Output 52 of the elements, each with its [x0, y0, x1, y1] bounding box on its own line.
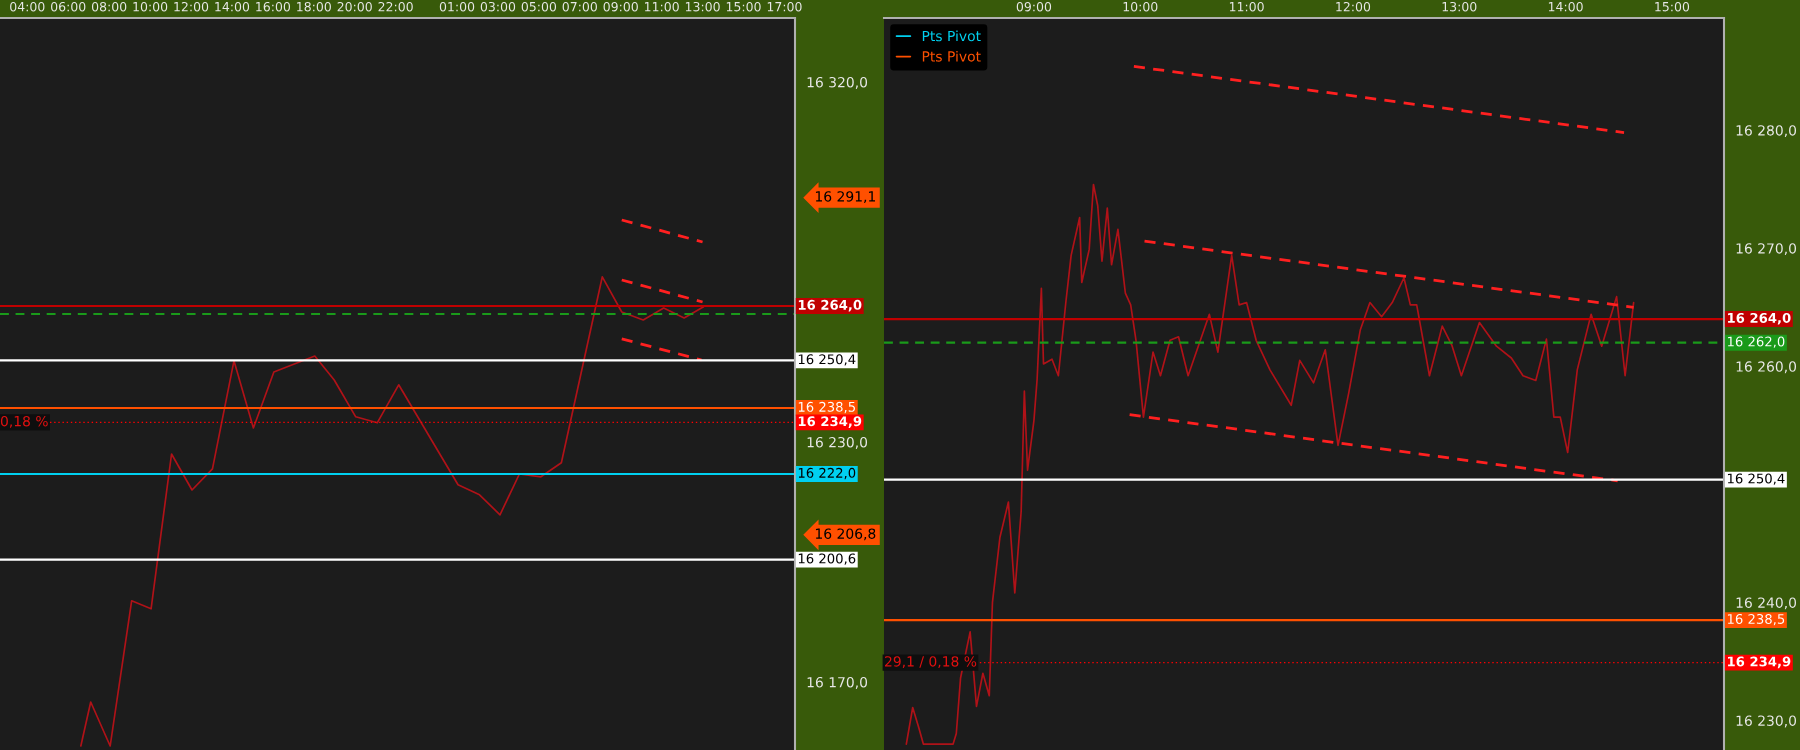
x-tick-label: 01:00	[439, 1, 475, 12]
x-tick-label: 16:00	[256, 1, 291, 12]
ref-line-label: 16 234,9	[1728, 656, 1791, 669]
x-tick-label: 03:00	[480, 1, 516, 12]
x-tick-label: 17:00	[767, 1, 802, 12]
y-tick-label: 16 240,0	[1736, 597, 1797, 610]
x-tick-label: 11:00	[645, 1, 679, 12]
ref-line-label: 16 200,6	[798, 553, 856, 565]
ref-line-label: 16 264,0	[1728, 312, 1791, 325]
x-tick-label: 10:00	[1123, 1, 1158, 12]
x-tick-label: 05:00	[521, 1, 557, 12]
ref-line-label: 16 264,0	[798, 299, 862, 312]
annotation: 29,1 / 0,18 %	[885, 656, 977, 669]
x-tick-label: 14:00	[1548, 1, 1583, 12]
y-tick-label: 16 230,0	[1736, 715, 1797, 728]
x-tick-label: 11:00	[1229, 1, 1264, 12]
x-tick-label: 10:00	[133, 1, 168, 12]
x-tick-label: 15:00	[1655, 1, 1690, 12]
text: 16 291,1	[815, 191, 876, 204]
legend-label: Pts Pivot	[922, 50, 981, 62]
x-tick-label: 04:00	[10, 1, 45, 12]
x-tick-label: 09:00	[603, 1, 638, 12]
x-tick-label: 12:00	[1336, 1, 1371, 12]
ref-line-label: 16 262,0	[1727, 336, 1785, 348]
y-tick-label: 16 170,0	[807, 676, 868, 689]
annotation: 0,18 %	[0, 415, 48, 428]
x-tick-label: 18:00	[297, 1, 331, 12]
text: 16 206,8	[815, 528, 876, 541]
y-tick-label: 16 270,0	[1736, 243, 1797, 256]
ref-line-label: 16 238,5	[1727, 613, 1785, 626]
y-tick-label: 16 260,0	[1736, 361, 1797, 374]
ref-line-label: 16 238,5	[798, 401, 855, 414]
ref-line-label: 16 222,0	[798, 467, 856, 480]
x-tick-label: 07:00	[562, 1, 597, 12]
x-tick-label: 13:00	[1442, 1, 1477, 12]
x-tick-label: 12:00	[174, 1, 209, 12]
x-tick-label: 09:00	[1016, 1, 1052, 12]
x-tick-label: 22:00	[378, 1, 413, 12]
y-tick-label: 16 230,0	[807, 436, 868, 449]
x-tick-label: 06:00	[51, 1, 86, 12]
x-tick-label: 13:00	[685, 1, 720, 12]
x-tick-label: 20:00	[337, 1, 372, 12]
ref-line-label: 16 250,4	[798, 354, 856, 366]
ref-line-label: 16 234,9	[798, 416, 862, 428]
ref-line-label: 16 250,4	[1727, 473, 1785, 485]
line-series	[79, 275, 705, 747]
y-tick-label: 16 280,0	[1736, 125, 1797, 138]
y-tick-label: 16 320,0	[807, 76, 868, 89]
x-tick-label: 15:00	[726, 1, 761, 12]
legend-label: Pts Pivot	[922, 30, 981, 42]
x-tick-label: 08:00	[91, 1, 127, 12]
x-tick-label: 14:00	[215, 1, 250, 12]
